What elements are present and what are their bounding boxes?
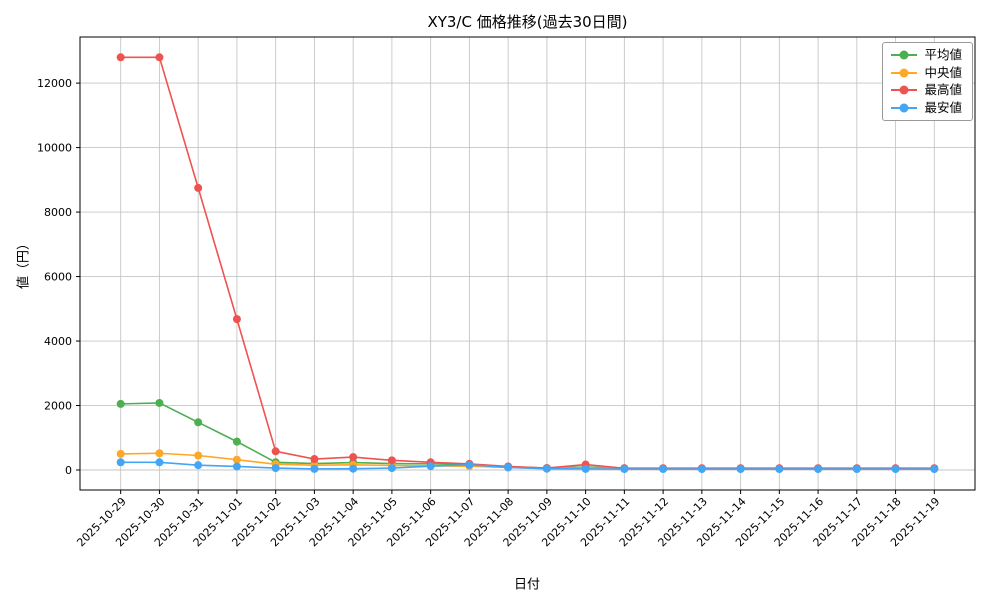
series-line (120, 461, 935, 470)
legend-line-marker-icon (891, 85, 918, 95)
data-point (852, 465, 861, 474)
data-point (310, 455, 319, 464)
legend-line-marker-icon (891, 50, 918, 60)
series-line (120, 56, 935, 470)
data-point (194, 183, 203, 192)
data-point (930, 465, 939, 474)
data-point (194, 451, 203, 460)
data-point (349, 464, 358, 473)
data-point (155, 458, 164, 467)
data-point (891, 465, 900, 474)
legend: 平均値 中央値 最高値 最安値 (882, 42, 973, 121)
series-line (120, 402, 935, 470)
data-point (581, 464, 590, 473)
data-point (232, 462, 241, 471)
legend-dot-icon (899, 103, 909, 113)
data-point (620, 465, 629, 474)
data-point (387, 456, 396, 465)
data-point (155, 398, 164, 407)
data-point (426, 462, 435, 471)
data-point (504, 463, 513, 472)
legend-item-average: 平均値 (891, 47, 962, 62)
legend-label-max: 最高値 (924, 82, 962, 97)
legend-line-marker-icon (891, 103, 918, 113)
legend-label-min: 最安値 (924, 99, 962, 115)
data-point (814, 465, 823, 474)
data-point (387, 464, 396, 473)
data-point (542, 464, 551, 473)
data-point (736, 465, 745, 474)
y-tick-label: 8000 (44, 206, 72, 219)
data-point (116, 53, 125, 62)
data-point (116, 449, 125, 458)
data-point (194, 418, 203, 427)
legend-item-max: 最高値 (891, 82, 962, 97)
legend-dot-icon (899, 50, 909, 60)
data-point (155, 53, 164, 62)
y-tick-label: 10000 (37, 142, 72, 155)
data-point (116, 399, 125, 408)
legend-label-average: 平均値 (924, 47, 962, 62)
y-tick-label: 12000 (37, 77, 72, 90)
data-point (194, 461, 203, 470)
legend-item-min: 最安値 (891, 99, 962, 115)
data-point (232, 455, 241, 464)
data-point (271, 447, 280, 456)
data-point (465, 460, 474, 469)
data-point (775, 465, 784, 474)
y-tick-label: 6000 (44, 271, 72, 284)
y-tick-label: 2000 (44, 400, 72, 413)
data-point (116, 458, 125, 467)
legend-line-marker-icon (891, 68, 918, 78)
data-point (232, 315, 241, 324)
data-point (232, 437, 241, 446)
y-tick-label: 0 (65, 464, 72, 477)
data-point (659, 465, 668, 474)
data-point (155, 449, 164, 458)
legend-label-median: 中央値 (924, 64, 962, 80)
legend-dot-icon (899, 85, 909, 95)
plot-border (79, 36, 976, 491)
chart-title: XY3/C 価格推移(過去30日間) (427, 13, 628, 31)
legend-dot-icon (899, 68, 909, 78)
data-point (271, 464, 280, 473)
data-point (310, 464, 319, 473)
legend-item-median: 中央値 (891, 64, 962, 80)
data-point (349, 453, 358, 462)
y-tick-label: 4000 (44, 335, 72, 348)
x-axis-title: 日付 (513, 577, 541, 593)
data-point (697, 465, 706, 474)
